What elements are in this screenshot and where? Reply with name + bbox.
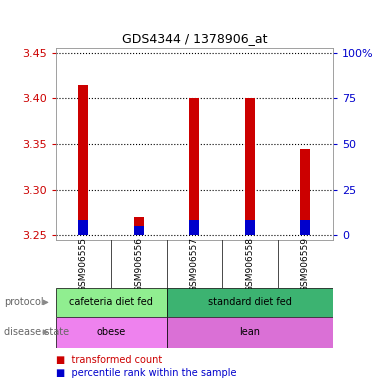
Bar xyxy=(167,288,333,317)
Text: GSM906559: GSM906559 xyxy=(301,237,310,291)
Bar xyxy=(189,98,200,235)
Bar xyxy=(300,220,311,235)
Text: lean: lean xyxy=(239,327,260,337)
Text: protocol: protocol xyxy=(4,297,43,308)
Text: disease state: disease state xyxy=(4,327,69,337)
Bar xyxy=(189,220,200,235)
Bar xyxy=(78,84,88,235)
Text: obese: obese xyxy=(97,327,126,337)
Bar xyxy=(78,220,88,235)
Bar xyxy=(300,149,311,235)
Text: GSM906558: GSM906558 xyxy=(246,237,254,291)
Bar xyxy=(245,98,255,235)
Text: GSM906557: GSM906557 xyxy=(190,237,199,291)
Text: ■  transformed count: ■ transformed count xyxy=(56,355,162,365)
Text: GSM906555: GSM906555 xyxy=(79,237,88,291)
Bar xyxy=(56,288,167,317)
Title: GDS4344 / 1378906_at: GDS4344 / 1378906_at xyxy=(122,32,267,45)
Bar xyxy=(134,226,144,235)
Bar xyxy=(167,317,333,348)
Bar xyxy=(56,317,167,348)
Text: ■  percentile rank within the sample: ■ percentile rank within the sample xyxy=(56,368,236,378)
Text: standard diet fed: standard diet fed xyxy=(208,297,292,308)
Bar xyxy=(245,220,255,235)
Text: GSM906556: GSM906556 xyxy=(134,237,143,291)
Text: cafeteria diet fed: cafeteria diet fed xyxy=(69,297,153,308)
Bar xyxy=(134,217,144,235)
